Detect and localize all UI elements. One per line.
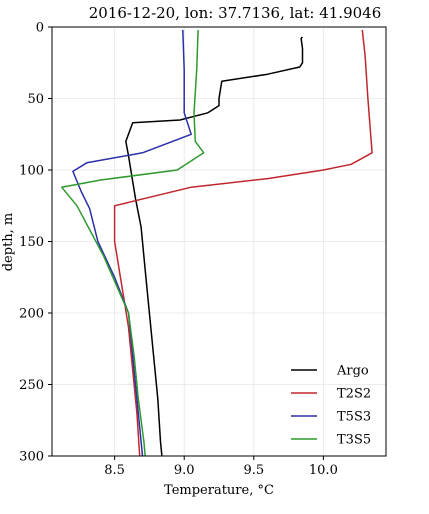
y-tick-label: 100 xyxy=(19,164,44,179)
legend-label: T2S2 xyxy=(337,387,371,402)
ticks: 8.5 9.0 9.5 10.0 0 50 100 150 200 250 300 xyxy=(19,21,338,479)
series-line-t2s2 xyxy=(113,29,373,457)
y-tick-label: 200 xyxy=(19,307,44,322)
series-line-argo xyxy=(125,36,304,457)
x-axis-label: Temperature, °C xyxy=(164,483,274,498)
x-tick-label: 8.5 xyxy=(104,463,125,478)
legend-label: Argo xyxy=(336,364,369,379)
y-tick-label: 250 xyxy=(19,378,44,393)
x-tick-label: 9.5 xyxy=(243,463,264,478)
y-axis-label: depth, m xyxy=(1,213,16,272)
chart-title: 2016-12-20, lon: 37.7136, lat: 41.9046 xyxy=(89,4,382,22)
y-tick-label: 50 xyxy=(27,92,44,107)
legend-label: T3S5 xyxy=(337,433,371,448)
grid xyxy=(52,26,386,457)
y-tick-label: 0 xyxy=(36,21,44,36)
series-line-t5s3 xyxy=(72,29,192,457)
legend: Argo T2S2 T5S3 T3S5 xyxy=(291,364,371,448)
y-tick-label: 300 xyxy=(19,450,44,465)
legend-label: T5S3 xyxy=(337,410,371,425)
x-tick-label: 9.0 xyxy=(174,463,195,478)
series-layer xyxy=(60,29,373,457)
x-tick-label: 10.0 xyxy=(309,463,338,478)
series-line-t3s5 xyxy=(60,29,205,457)
y-tick-label: 150 xyxy=(19,235,44,250)
